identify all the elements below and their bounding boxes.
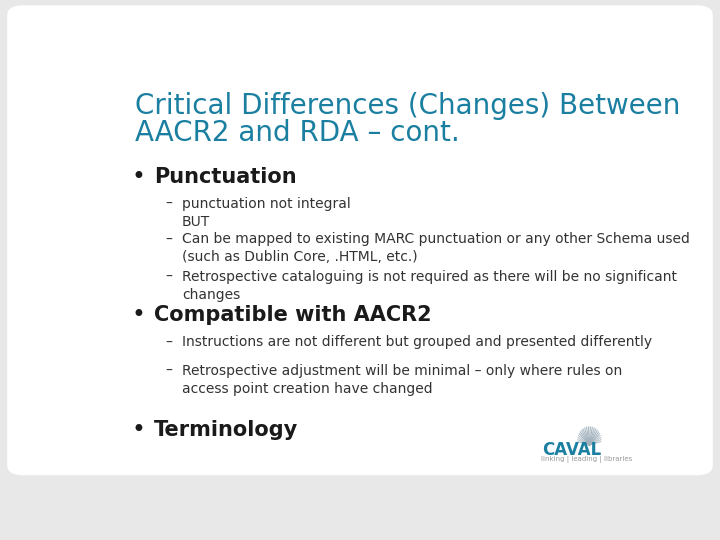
Text: •: • [132, 165, 145, 188]
Text: linking | leading | libraries: linking | leading | libraries [541, 456, 632, 463]
Text: –: – [166, 270, 172, 284]
Text: Instructions are not different but grouped and presented differently: Instructions are not different but group… [182, 335, 652, 349]
Text: –: – [166, 335, 172, 349]
Text: Can be mapped to existing MARC punctuation or any other Schema used
(such as Dub: Can be mapped to existing MARC punctuati… [182, 232, 690, 264]
Text: punctuation not integral
BUT: punctuation not integral BUT [182, 197, 351, 229]
Text: Punctuation: Punctuation [154, 167, 297, 187]
Text: •: • [132, 303, 145, 327]
Text: –: – [166, 232, 172, 246]
Text: Critical Differences (Changes) Between: Critical Differences (Changes) Between [135, 92, 680, 120]
Text: AACR2 and RDA – cont.: AACR2 and RDA – cont. [135, 119, 459, 147]
Text: Retrospective adjustment will be minimal – only where rules on
access point crea: Retrospective adjustment will be minimal… [182, 364, 622, 396]
Text: •: • [132, 418, 145, 442]
Text: Retrospective cataloguing is not required as there will be no significant
change: Retrospective cataloguing is not require… [182, 270, 677, 302]
Text: Compatible with AACR2: Compatible with AACR2 [154, 305, 432, 325]
Text: Terminology: Terminology [154, 420, 298, 440]
Text: CAVAL: CAVAL [542, 441, 601, 459]
Text: –: – [166, 197, 172, 211]
Text: –: – [166, 364, 172, 378]
